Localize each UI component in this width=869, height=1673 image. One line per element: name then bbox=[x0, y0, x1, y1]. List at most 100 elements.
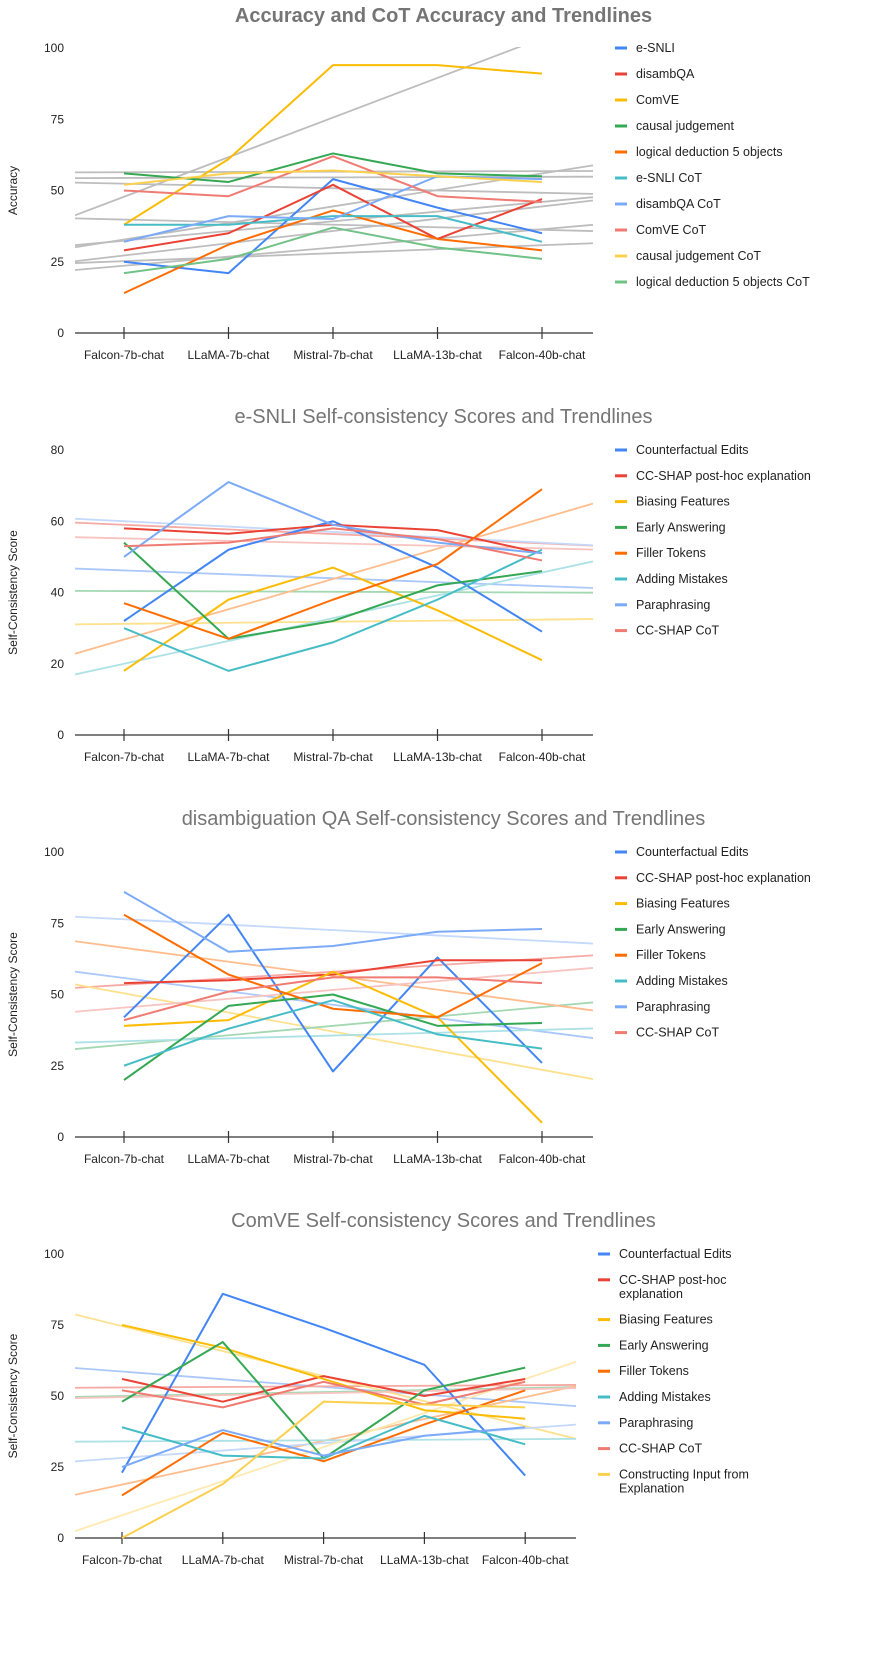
y-tick-label: 25 bbox=[51, 1460, 65, 1474]
x-tick-label: LLaMA-7b-chat bbox=[187, 348, 270, 362]
x-tick-label: LLaMA-13b-chat bbox=[393, 750, 482, 764]
legend-item-adding-mistakes: Adding Mistakes bbox=[615, 572, 728, 586]
legend-item-filler-tokens: Filler Tokens bbox=[615, 546, 706, 560]
y-tick-label: 60 bbox=[51, 514, 65, 528]
legend: e-SNLI disambQA ComVE causal judgement logic… bbox=[615, 41, 810, 289]
legend-label: Biasing Features bbox=[619, 1313, 713, 1327]
legend-item-filler-tokens: Filler Tokens bbox=[598, 1364, 689, 1378]
legend-label: logical deduction 5 objects CoT bbox=[636, 275, 810, 289]
x-tick-label: LLaMA-7b-chat bbox=[187, 750, 270, 764]
legend-label: CC-SHAP CoT bbox=[619, 1442, 702, 1456]
legend-item-counterfactual-edits: Counterfactual Edits bbox=[615, 845, 749, 859]
legend-item-causal-judgement: causal judgement bbox=[615, 119, 735, 133]
legend-item-counterfactual-edits: Counterfactual Edits bbox=[615, 443, 749, 457]
chart-4: ComVE Self-consistency Scores and Trendl… bbox=[6, 1210, 749, 1567]
y-tick-label: 75 bbox=[51, 112, 65, 126]
x-tick-label: Mistral-7b-chat bbox=[293, 348, 373, 362]
legend-item-comve: ComVE bbox=[615, 93, 679, 107]
x-tick-label: Falcon-40b-chat bbox=[499, 750, 586, 764]
series-line-comve bbox=[124, 65, 542, 225]
chart-title: Accuracy and CoT Accuracy and Trendlines bbox=[235, 5, 652, 27]
legend-label: Paraphrasing bbox=[636, 598, 710, 612]
series-line-counterfactual-edits bbox=[122, 1294, 525, 1476]
y-tick-label: 50 bbox=[51, 988, 65, 1002]
y-tick-label: 20 bbox=[51, 657, 65, 671]
series-line-adding-mistakes bbox=[124, 1000, 542, 1066]
legend-label: Early Answering bbox=[636, 520, 726, 534]
series-line-paraphrasing bbox=[124, 482, 542, 557]
legend-label: disambQA bbox=[636, 67, 695, 81]
x-tick-label: Falcon-7b-chat bbox=[82, 1553, 163, 1567]
trendlines bbox=[75, 19, 593, 270]
chart-title: e-SNLI Self-consistency Scores and Trend… bbox=[235, 406, 653, 428]
legend-item-disambqa-cot: disambQA CoT bbox=[615, 197, 721, 211]
legend-item-comve-cot: ComVE CoT bbox=[615, 223, 707, 237]
legend-label: Filler Tokens bbox=[636, 948, 706, 962]
legend-item-paraphrasing: Paraphrasing bbox=[615, 598, 710, 612]
legend-label: Paraphrasing bbox=[636, 1000, 710, 1014]
trendline-early-answering bbox=[75, 591, 593, 593]
x-tick-label: Falcon-7b-chat bbox=[84, 348, 165, 362]
x-tick-label: LLaMA-13b-chat bbox=[393, 1152, 482, 1166]
chart-title: ComVE Self-consistency Scores and Trendl… bbox=[231, 1210, 656, 1232]
y-axis-label: Self-Consistency Score bbox=[6, 1333, 20, 1458]
legend-item-paraphrasing: Paraphrasing bbox=[598, 1416, 693, 1430]
x-tick-label: Mistral-7b-chat bbox=[293, 750, 373, 764]
legend-item-counterfactual-edits: Counterfactual Edits bbox=[598, 1247, 732, 1261]
legend-label: CC-SHAP post-hoc explanation bbox=[636, 871, 811, 885]
legend-label: Adding Mistakes bbox=[636, 572, 728, 586]
legend-label: e-SNLI bbox=[636, 41, 675, 55]
legend-label: Counterfactual Edits bbox=[636, 443, 749, 457]
series-line-constructing-input-from-explanation bbox=[122, 1402, 525, 1538]
y-tick-label: 25 bbox=[51, 255, 65, 269]
legend-item-paraphrasing: Paraphrasing bbox=[615, 1000, 710, 1014]
x-tick-label: Falcon-40b-chat bbox=[499, 1152, 586, 1166]
legend-label: causal judgement CoT bbox=[636, 249, 761, 263]
y-tick-label: 100 bbox=[44, 845, 64, 859]
series-line-adding-mistakes bbox=[122, 1416, 525, 1459]
y-tick-label: 50 bbox=[51, 1389, 65, 1403]
legend-label: Biasing Features bbox=[636, 495, 730, 509]
y-axis-label: Self-Consistency Score bbox=[6, 530, 20, 655]
y-tick-label: 0 bbox=[57, 728, 64, 742]
x-tick-label: Falcon-40b-chat bbox=[482, 1553, 569, 1567]
trendline-biasing-features bbox=[75, 984, 593, 1079]
legend-label: disambQA CoT bbox=[636, 197, 721, 211]
y-axis-label: Self-Consistency Score bbox=[6, 932, 20, 1057]
legend-label: Paraphrasing bbox=[619, 1416, 693, 1430]
legend-item-cc-shap-cot: CC-SHAP CoT bbox=[615, 1026, 719, 1040]
legend-item-early-answering: Early Answering bbox=[598, 1338, 709, 1352]
y-axis-label: Accuracy bbox=[6, 166, 20, 215]
legend-label: Filler Tokens bbox=[619, 1364, 689, 1378]
chart-1: Accuracy and CoT Accuracy and Trendlines… bbox=[6, 5, 810, 362]
legend-label: Counterfactual Edits bbox=[619, 1247, 732, 1261]
legend-item-disambqa: disambQA bbox=[615, 67, 695, 81]
x-tick-label: Falcon-7b-chat bbox=[84, 1152, 165, 1166]
legend: Counterfactual Edits CC-SHAP post-hoc exp… bbox=[615, 845, 811, 1040]
y-tick-label: 75 bbox=[51, 1318, 65, 1332]
y-tick-label: 50 bbox=[51, 184, 65, 198]
legend-item-logical-deduction-5-objects: logical deduction 5 objects bbox=[615, 145, 783, 159]
x-tick-label: Falcon-40b-chat bbox=[499, 348, 586, 362]
legend-item-adding-mistakes: Adding Mistakes bbox=[598, 1390, 711, 1404]
y-tick-label: 0 bbox=[57, 1531, 64, 1545]
legend-label: CC-SHAP post-hoc explanation bbox=[636, 469, 811, 483]
legend-label: CC-SHAP CoT bbox=[636, 624, 719, 638]
x-tick-label: LLaMA-13b-chat bbox=[393, 348, 482, 362]
legend-item-early-answering: Early Answering bbox=[615, 520, 726, 534]
legend-label: e-SNLI CoT bbox=[636, 171, 702, 185]
series-line-counterfactual-edits bbox=[124, 521, 542, 631]
legend-item-filler-tokens: Filler Tokens bbox=[615, 948, 706, 962]
legend-label: ComVE bbox=[636, 93, 679, 107]
legend-item-adding-mistakes: Adding Mistakes bbox=[615, 974, 728, 988]
legend-label: Adding Mistakes bbox=[636, 974, 728, 988]
legend-label: CC-SHAP CoT bbox=[636, 1026, 719, 1040]
x-tick-label: Falcon-7b-chat bbox=[84, 750, 165, 764]
legend-label: Adding Mistakes bbox=[619, 1390, 711, 1404]
legend-item-causal-judgement-cot: causal judgement CoT bbox=[615, 249, 761, 263]
